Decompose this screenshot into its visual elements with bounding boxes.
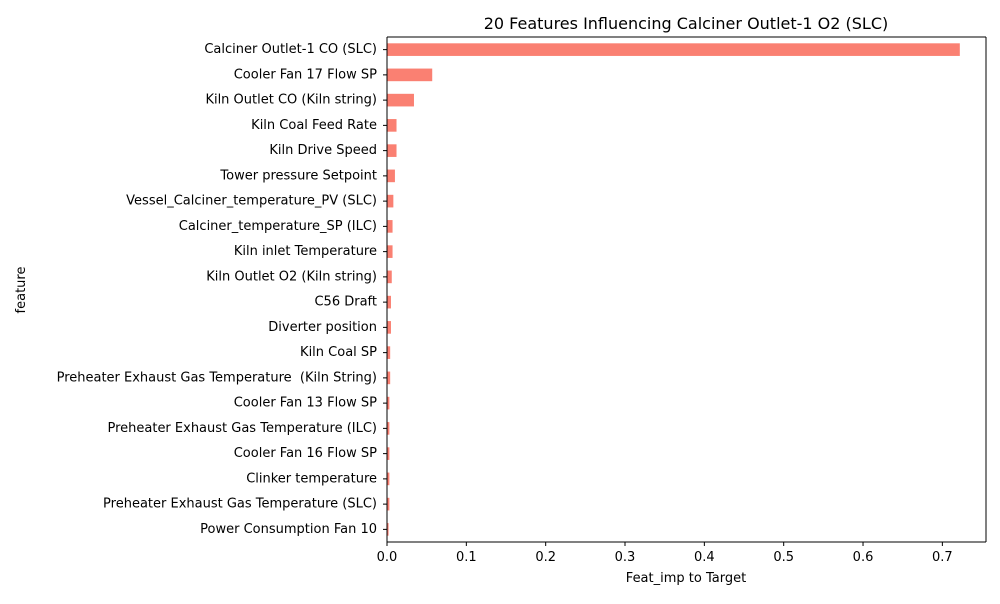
category-label: Clinker temperature bbox=[246, 471, 377, 486]
category-label: Cooler Fan 17 Flow SP bbox=[234, 67, 377, 82]
bar bbox=[387, 245, 393, 258]
x-tick-label: 0.0 bbox=[377, 550, 398, 565]
category-label: Cooler Fan 16 Flow SP bbox=[234, 446, 377, 461]
x-axis-label: Feat_imp to Target bbox=[626, 571, 746, 586]
category-label: C56 Draft bbox=[314, 295, 377, 310]
x-axis-ticks: 0.0 0.1 0.2 0.3 0.4 0.5 0.6 0.7 bbox=[377, 542, 953, 565]
category-label: Diverter position bbox=[268, 320, 377, 335]
bar bbox=[387, 346, 391, 359]
category-label: Kiln Outlet CO (Kiln string) bbox=[205, 93, 377, 108]
category-label: Vessel_Calciner_temperature_PV (SLC) bbox=[126, 194, 377, 209]
bar bbox=[387, 93, 414, 107]
bars-layer bbox=[387, 43, 960, 536]
bar bbox=[387, 144, 397, 157]
bar bbox=[387, 371, 391, 385]
x-tick-label: 0.1 bbox=[456, 550, 477, 565]
bar bbox=[387, 43, 960, 56]
category-label: Kiln Coal Feed Rate bbox=[251, 118, 377, 133]
y-axis-label: feature bbox=[14, 267, 29, 314]
bar bbox=[387, 295, 391, 309]
bar bbox=[387, 321, 391, 334]
bar bbox=[387, 447, 390, 460]
bar bbox=[387, 68, 433, 82]
category-label: Power Consumption Fan 10 bbox=[200, 522, 377, 537]
x-tick-label: 0.6 bbox=[853, 550, 874, 565]
bar bbox=[387, 422, 390, 435]
bar bbox=[387, 119, 397, 132]
bar bbox=[387, 194, 394, 208]
category-label: Calciner_temperature_SP (ILC) bbox=[179, 219, 377, 234]
category-labels: Calciner Outlet-1 CO (SLC) Cooler Fan 17 … bbox=[57, 42, 387, 537]
bar bbox=[387, 270, 392, 284]
bar bbox=[387, 523, 389, 536]
category-label: Calciner Outlet-1 CO (SLC) bbox=[204, 42, 377, 57]
bar bbox=[387, 169, 395, 183]
category-label: Kiln Drive Speed bbox=[269, 143, 377, 158]
category-label: Kiln Outlet O2 (Kiln string) bbox=[206, 269, 377, 284]
x-tick-label: 0.4 bbox=[694, 550, 715, 565]
category-label: Kiln Coal SP bbox=[300, 345, 377, 360]
x-tick-label: 0.2 bbox=[535, 550, 556, 565]
bar bbox=[387, 220, 393, 233]
x-tick-label: 0.3 bbox=[615, 550, 636, 565]
bar bbox=[387, 396, 390, 410]
chart-title: 20 Features Influencing Calciner Outlet-… bbox=[484, 14, 889, 33]
bar bbox=[387, 472, 390, 486]
category-label: Cooler Fan 13 Flow SP bbox=[234, 396, 377, 411]
x-tick-label: 0.5 bbox=[773, 550, 794, 565]
category-label: Preheater Exhaust Gas Temperature (ILC) bbox=[107, 421, 377, 436]
category-label: Kiln inlet Temperature bbox=[234, 244, 377, 259]
bar bbox=[387, 497, 390, 511]
category-label: Preheater Exhaust Gas Temperature (SLC) bbox=[103, 497, 377, 512]
category-label: Preheater Exhaust Gas Temperature (Kiln … bbox=[57, 370, 377, 385]
category-label: Tower pressure Setpoint bbox=[219, 168, 377, 183]
x-tick-label: 0.7 bbox=[932, 550, 953, 565]
